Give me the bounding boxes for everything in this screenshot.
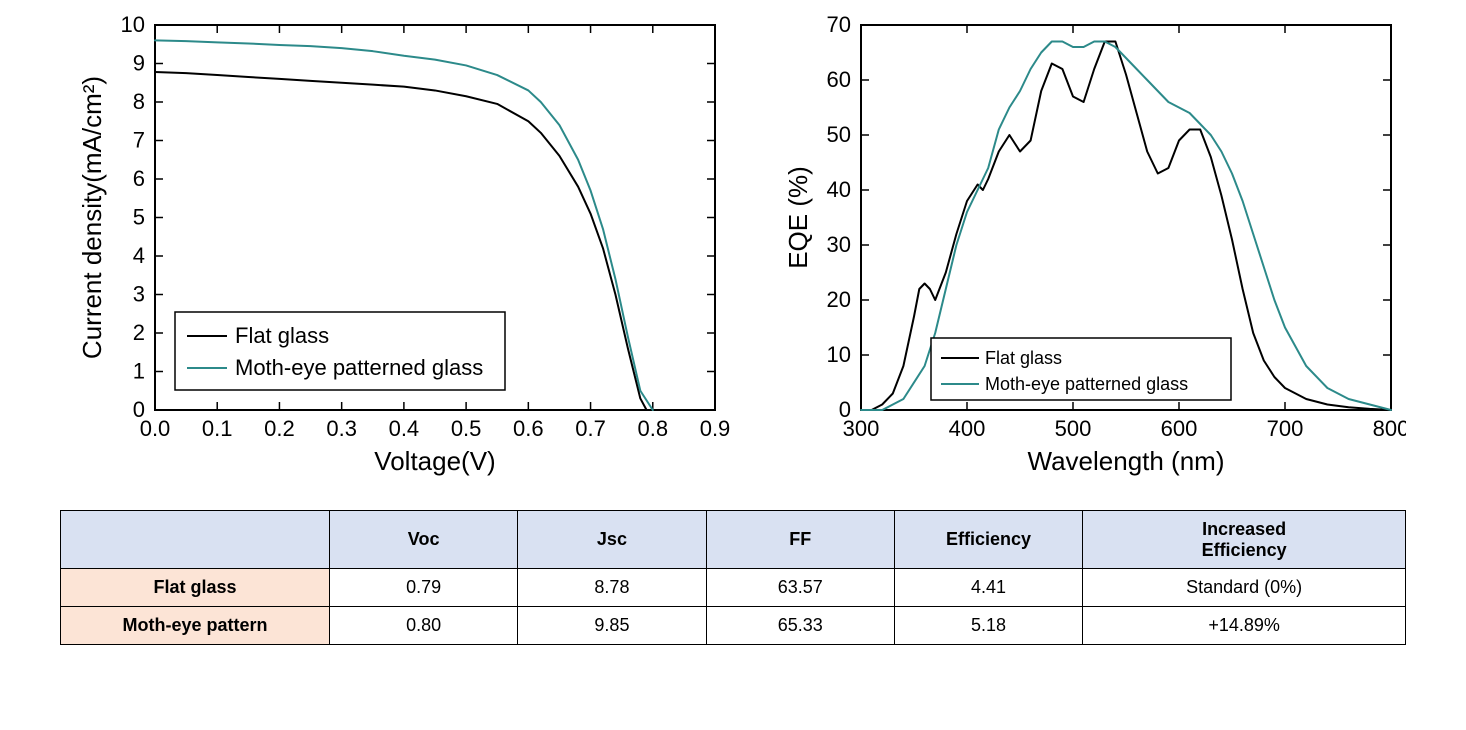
table-row-header: Moth-eye pattern: [61, 607, 330, 645]
table-col-header: IncreasedEfficiency: [1083, 511, 1406, 569]
table-cell: +14.89%: [1083, 607, 1406, 645]
table-corner-cell: [61, 511, 330, 569]
svg-text:9: 9: [133, 51, 145, 76]
svg-text:7: 7: [133, 128, 145, 153]
table-col-header: FF: [706, 511, 894, 569]
svg-text:0.2: 0.2: [264, 416, 295, 441]
table-col-header: Voc: [330, 511, 518, 569]
svg-text:1: 1: [133, 359, 145, 384]
svg-text:50: 50: [827, 122, 851, 147]
table-row-header: Flat glass: [61, 569, 330, 607]
svg-text:70: 70: [827, 12, 851, 37]
svg-text:8: 8: [133, 89, 145, 114]
legend-label: Flat glass: [985, 348, 1062, 368]
svg-text:5: 5: [133, 205, 145, 230]
eqe-chart: 300400500600700800010203040506070Wavelen…: [766, 10, 1406, 485]
table-cell: 65.33: [706, 607, 894, 645]
svg-text:EQE (%): EQE (%): [783, 166, 813, 269]
svg-text:30: 30: [827, 232, 851, 257]
svg-text:Current density(mA/cm²): Current density(mA/cm²): [77, 76, 107, 359]
iv-chart-svg: 0.00.10.20.30.40.50.60.70.80.90123456789…: [60, 10, 730, 480]
svg-text:2: 2: [133, 320, 145, 345]
legend-label: Moth-eye patterned glass: [985, 374, 1188, 394]
svg-text:Voltage(V): Voltage(V): [374, 446, 495, 476]
svg-text:10: 10: [827, 342, 851, 367]
legend-label: Moth-eye patterned glass: [235, 355, 483, 380]
table-header-row: VocJscFFEfficiencyIncreasedEfficiency: [61, 511, 1406, 569]
table-row: Flat glass0.798.7863.574.41Standard (0%): [61, 569, 1406, 607]
table-cell: 5.18: [894, 607, 1082, 645]
table-col-header: Efficiency: [894, 511, 1082, 569]
results-table: VocJscFFEfficiencyIncreasedEfficiency Fl…: [60, 510, 1406, 645]
table-row: Moth-eye pattern0.809.8565.335.18+14.89%: [61, 607, 1406, 645]
table-cell: 9.85: [518, 607, 706, 645]
svg-text:0: 0: [839, 397, 851, 422]
table-cell: 4.41: [894, 569, 1082, 607]
svg-text:0.5: 0.5: [451, 416, 482, 441]
svg-text:0.8: 0.8: [637, 416, 668, 441]
svg-text:0.9: 0.9: [700, 416, 730, 441]
svg-text:10: 10: [121, 12, 145, 37]
svg-text:40: 40: [827, 177, 851, 202]
svg-text:0.4: 0.4: [389, 416, 420, 441]
svg-text:Wavelength (nm): Wavelength (nm): [1028, 446, 1225, 476]
svg-text:0: 0: [133, 397, 145, 422]
eqe-chart-svg: 300400500600700800010203040506070Wavelen…: [766, 10, 1406, 480]
svg-text:400: 400: [949, 416, 986, 441]
iv-chart: 0.00.10.20.30.40.50.60.70.80.90123456789…: [60, 10, 730, 485]
svg-text:800: 800: [1373, 416, 1406, 441]
svg-text:3: 3: [133, 282, 145, 307]
table-cell: 8.78: [518, 569, 706, 607]
table-cell: 0.79: [330, 569, 518, 607]
page-root: 0.00.10.20.30.40.50.60.70.80.90123456789…: [0, 0, 1466, 730]
table-cell: Standard (0%): [1083, 569, 1406, 607]
table-cell: 63.57: [706, 569, 894, 607]
results-table-wrap: VocJscFFEfficiencyIncreasedEfficiency Fl…: [60, 510, 1406, 645]
svg-text:6: 6: [133, 166, 145, 191]
svg-text:0.1: 0.1: [202, 416, 233, 441]
table-col-header: Jsc: [518, 511, 706, 569]
svg-text:0.3: 0.3: [326, 416, 357, 441]
svg-text:0.7: 0.7: [575, 416, 606, 441]
svg-text:60: 60: [827, 67, 851, 92]
svg-text:4: 4: [133, 243, 145, 268]
svg-text:20: 20: [827, 287, 851, 312]
charts-row: 0.00.10.20.30.40.50.60.70.80.90123456789…: [60, 10, 1406, 480]
table-cell: 0.80: [330, 607, 518, 645]
svg-text:500: 500: [1055, 416, 1092, 441]
legend-label: Flat glass: [235, 323, 329, 348]
svg-text:700: 700: [1267, 416, 1304, 441]
svg-text:600: 600: [1161, 416, 1198, 441]
svg-text:0.6: 0.6: [513, 416, 544, 441]
